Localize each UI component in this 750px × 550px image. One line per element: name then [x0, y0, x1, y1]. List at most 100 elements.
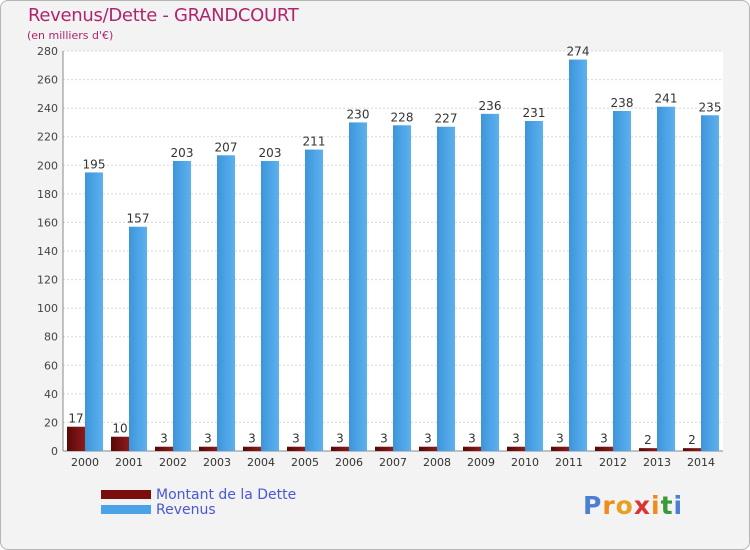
- x-tick-label: 2009: [467, 456, 495, 469]
- x-tick-label: 2010: [511, 456, 539, 469]
- data-label: 207: [215, 140, 238, 154]
- data-label: 236: [479, 99, 502, 113]
- data-label: 3: [336, 432, 344, 446]
- logo-letter: i: [651, 491, 661, 520]
- data-label: 3: [600, 432, 608, 446]
- bar-dette: [331, 446, 349, 451]
- data-label: 157: [127, 212, 150, 226]
- y-tick-label: 260: [37, 74, 58, 87]
- bar-revenus: [437, 126, 455, 451]
- data-label: 195: [83, 157, 106, 171]
- bar-dette: [683, 448, 701, 451]
- bar-dette: [155, 446, 173, 451]
- x-tick-label: 2001: [115, 456, 143, 469]
- y-tick-label: 280: [37, 45, 58, 58]
- data-label: 10: [112, 422, 127, 436]
- bar-dette: [551, 446, 569, 451]
- y-tick-label: 80: [44, 331, 58, 344]
- bar-dette: [243, 446, 261, 451]
- chart-subtitle: (en milliers d'€): [27, 29, 114, 42]
- x-tick-label: 2005: [291, 456, 319, 469]
- logo-letter: r: [602, 491, 616, 520]
- bar-revenus: [129, 226, 147, 451]
- bar-revenus: [173, 161, 191, 451]
- bar-dette: [419, 446, 437, 451]
- data-label: 3: [204, 432, 212, 446]
- x-tick-label: 2011: [555, 456, 583, 469]
- bar-dette: [595, 446, 613, 451]
- data-label: 3: [556, 432, 564, 446]
- bar-revenus: [569, 59, 587, 451]
- data-label: 3: [512, 432, 520, 446]
- data-label: 3: [248, 432, 256, 446]
- bar-dette: [67, 426, 85, 451]
- bar-revenus: [657, 106, 675, 451]
- legend-label-revenus: Revenus: [156, 502, 216, 518]
- x-tick-label: 2008: [423, 456, 451, 469]
- bar-dette: [199, 446, 217, 451]
- data-label: 3: [380, 432, 388, 446]
- y-tick-label: 100: [37, 302, 58, 315]
- x-tick-label: 2004: [247, 456, 275, 469]
- data-label: 211: [303, 135, 326, 149]
- chart-title: Revenus/Dette - GRANDCOURT: [28, 5, 299, 26]
- data-label: 231: [523, 106, 546, 120]
- data-label: 203: [259, 146, 282, 160]
- data-label: 235: [699, 100, 722, 114]
- bar-revenus: [85, 172, 103, 451]
- legend-label-dette: Montant de la Dette: [156, 487, 297, 503]
- data-label: 238: [611, 96, 634, 110]
- bar-dette: [111, 436, 129, 451]
- y-tick-label: 240: [37, 102, 58, 115]
- y-tick-label: 140: [37, 245, 58, 258]
- logo-letter: o: [615, 491, 634, 520]
- data-label: 274: [567, 45, 590, 59]
- x-tick-label: 2012: [599, 456, 627, 469]
- bar-revenus: [261, 161, 279, 451]
- bar-dette: [463, 446, 481, 451]
- data-label: 2: [688, 433, 696, 447]
- bar-revenus: [305, 149, 323, 452]
- legend-swatch-revenus: [101, 505, 151, 514]
- x-tick-label: 2014: [687, 456, 715, 469]
- bar-revenus: [349, 122, 367, 451]
- data-label: 17: [68, 412, 83, 426]
- data-label: 230: [347, 107, 370, 121]
- logo-letter: t: [660, 491, 674, 520]
- x-tick-label: 2007: [379, 456, 407, 469]
- bar-revenus: [393, 125, 411, 452]
- bar-revenus: [217, 155, 235, 452]
- data-label: 3: [468, 432, 476, 446]
- bar-revenus: [613, 111, 631, 451]
- data-label: 203: [171, 146, 194, 160]
- data-label: 3: [160, 432, 168, 446]
- bar-revenus: [525, 121, 543, 451]
- y-tick-label: 180: [37, 188, 58, 201]
- data-label: 241: [655, 92, 678, 106]
- bar-dette: [287, 446, 305, 451]
- y-tick-label: 20: [44, 416, 58, 429]
- data-label: 227: [435, 112, 458, 126]
- x-tick-label: 2000: [71, 456, 99, 469]
- data-label: 228: [391, 110, 414, 124]
- x-tick-label: 2006: [335, 456, 363, 469]
- data-label: 3: [424, 432, 432, 446]
- logo-letter: P: [583, 491, 603, 520]
- bar-dette: [375, 446, 393, 451]
- y-tick-label: 120: [37, 274, 58, 287]
- data-label: 2: [644, 433, 652, 447]
- y-tick-label: 200: [37, 159, 58, 172]
- bar-dette: [507, 446, 525, 451]
- bar-revenus: [481, 113, 499, 451]
- proxiti-logo: Proxiti: [583, 491, 683, 520]
- legend-swatch-dette: [101, 490, 151, 499]
- y-tick-label: 220: [37, 131, 58, 144]
- x-tick-label: 2003: [203, 456, 231, 469]
- logo-letter: x: [633, 491, 651, 520]
- y-tick-label: 160: [37, 216, 58, 229]
- x-tick-label: 2013: [643, 456, 671, 469]
- y-tick-label: 0: [51, 445, 58, 458]
- x-tick-label: 2002: [159, 456, 187, 469]
